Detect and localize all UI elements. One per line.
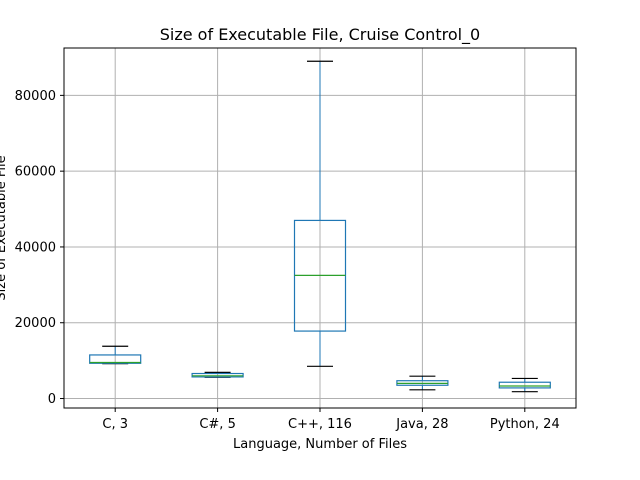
y-tick-label: 0 [48, 392, 56, 407]
y-tick-label: 80000 [15, 89, 56, 104]
y-tick-label: 40000 [15, 240, 56, 255]
box-1 [89, 345, 142, 365]
iqr-box [89, 354, 142, 364]
y-axis-ticks: 0 20000 40000 60000 80000 [15, 89, 64, 407]
x-tick-label: C#, 5 [199, 417, 236, 432]
y-axis-label: Size of Executable File [0, 155, 9, 300]
y-tick-label: 60000 [15, 165, 56, 180]
box-series [89, 60, 551, 393]
chart-title: Size of Executable File, Cruise Control_… [160, 25, 480, 45]
box-2 [191, 371, 244, 378]
x-tick-label: Java, 28 [395, 417, 448, 432]
y-tick-label: 20000 [15, 316, 56, 331]
box-4 [396, 375, 449, 391]
x-tick-label: C++, 116 [288, 417, 352, 432]
box-3 [293, 60, 347, 367]
x-axis-ticks: C, 3 C#, 5 C++, 116 Java, 28 Python, 24 [102, 408, 560, 432]
x-tick-label: C, 3 [102, 417, 128, 432]
x-tick-label: Python, 24 [490, 417, 560, 432]
x-axis-label: Language, Number of Files [233, 437, 407, 452]
iqr-box [498, 381, 551, 389]
box-5 [498, 377, 551, 393]
